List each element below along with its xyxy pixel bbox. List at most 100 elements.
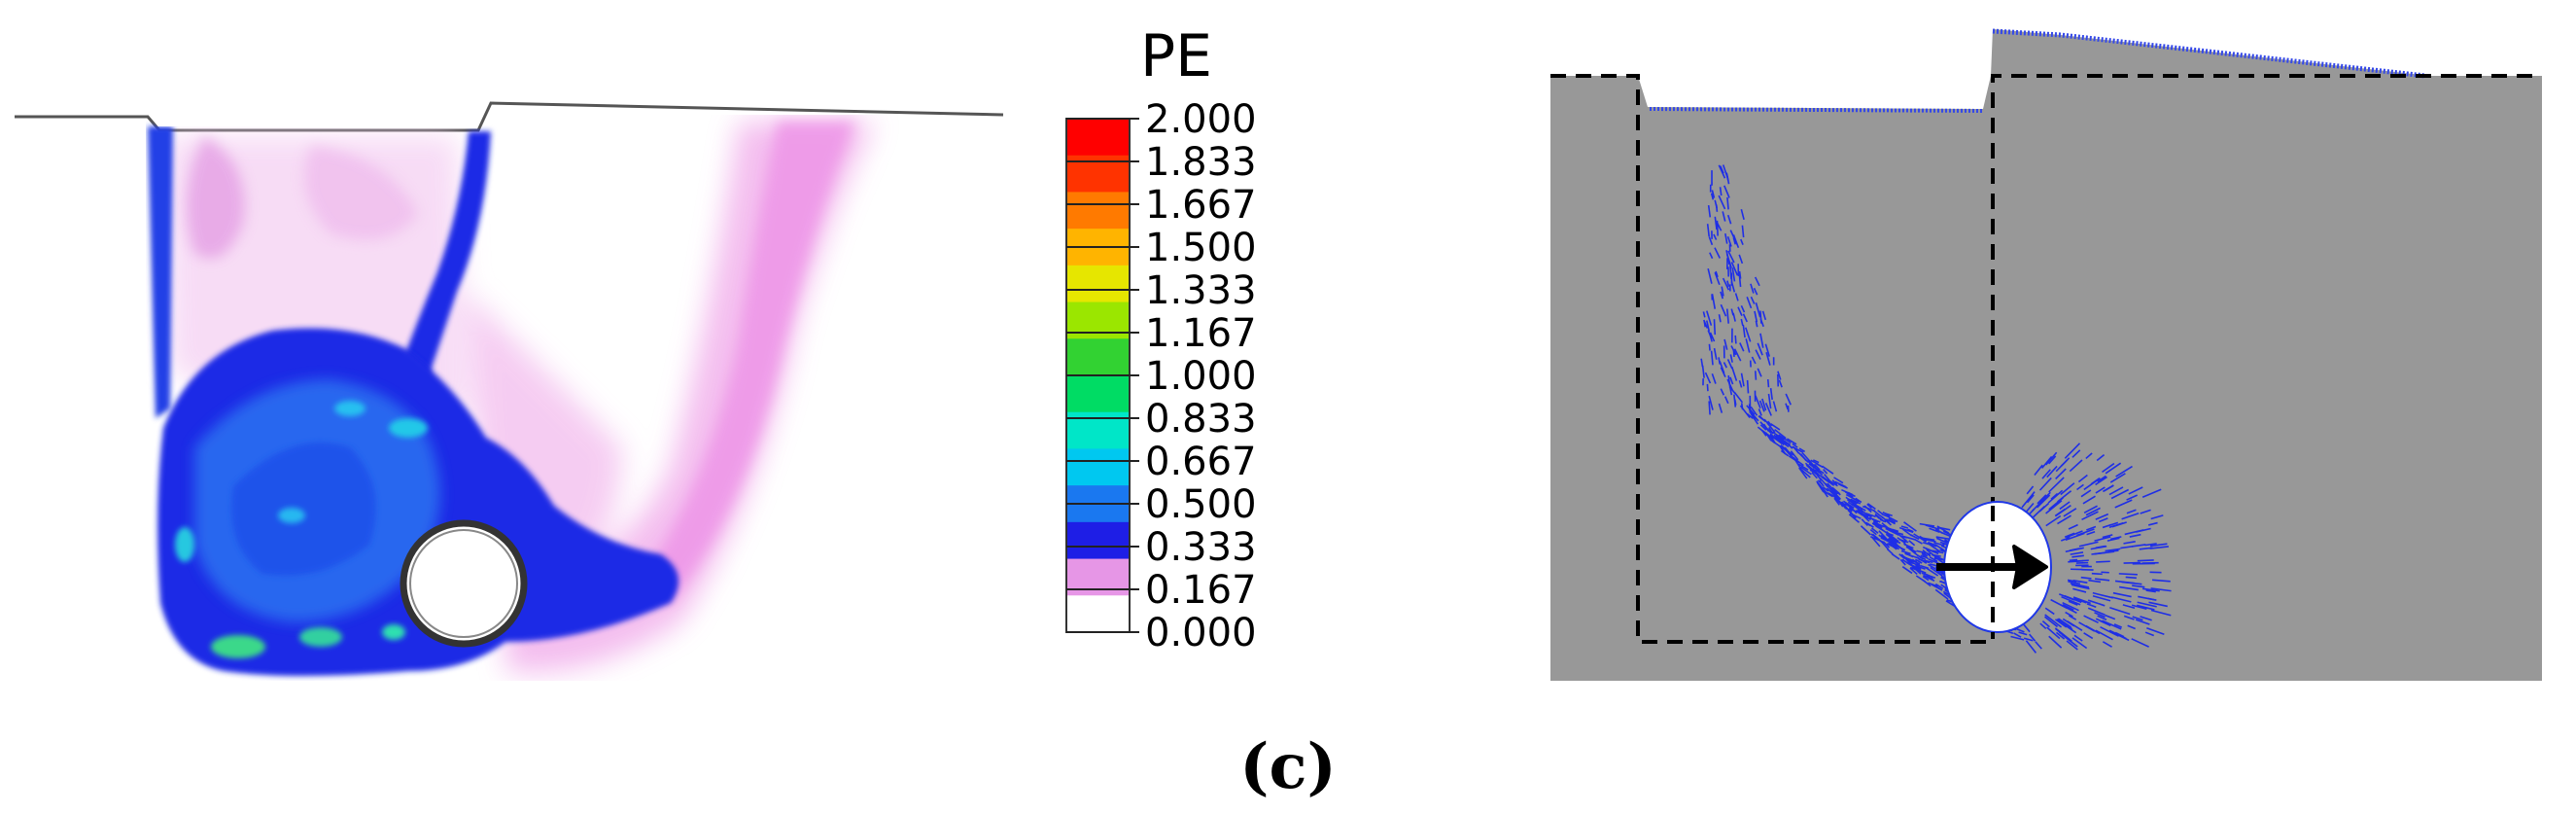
displacement-vector [2038,477,2052,491]
displacement-vector [1719,187,1723,196]
displacement-vector [2066,640,2078,651]
displacement-vector [2150,514,2164,520]
displacement-vector [1708,395,1714,410]
displacement-vector [1734,293,1739,301]
displacement-vector [1873,536,1881,541]
displacement-vector [2152,579,2171,583]
displacement-vector [2059,619,2072,629]
displacement-vector [1767,393,1772,409]
displacement-vector [1877,510,1884,515]
displacement-vector [2039,622,2047,630]
displacement-vector [2041,469,2051,479]
displacement-vector [2090,478,2101,485]
legend-swatch [1066,265,1130,303]
displacement-vector [2025,640,2037,654]
displacement-vector [1740,238,1744,245]
displacement-vector [2105,548,2121,552]
displacement-vector [1753,287,1758,296]
displacement-vector [1925,524,1940,530]
displacement-vector [2085,507,2101,516]
displacement-vector [1722,277,1730,291]
displacement-vector [1741,225,1745,238]
displacement-vector [1748,408,1758,419]
displacement-vector [1888,537,1901,545]
displacement-vector [2036,494,2047,505]
displacement-vector [2148,601,2168,608]
displacement-vector [1733,348,1742,362]
pipe [400,519,528,648]
displacement-vector [1900,549,1911,555]
displacement-vector [2062,618,2075,627]
displacement-vector [1706,224,1710,237]
displacement-vector [1799,453,1807,461]
displacement-vector [2070,583,2090,588]
displacement-vector [1878,530,1888,540]
displacement-vector [1766,428,1774,435]
displacement-vector [1739,405,1751,419]
displacement-vector [1703,319,1709,329]
legend-tick-label: 0.167 [1145,568,1257,613]
displacement-vector [1921,552,1930,560]
displacement-vector [1715,270,1719,278]
displacement-vector [1925,559,1933,564]
displacement-vector [1874,513,1881,520]
displacement-vector [1894,544,1906,551]
displacement-vector [1886,534,1899,543]
displacement-vector [1742,324,1746,338]
displacement-vector [1928,563,1938,571]
displacement-vector [1889,542,1900,550]
displacement-vector [1757,342,1763,356]
displacement-vector [1730,366,1738,381]
displacement-vector [1924,538,1936,543]
displacement-vector [1923,542,1937,548]
displacement-vector [2068,581,2081,585]
legend-swatch [1066,375,1130,413]
displacement-vector [1708,401,1711,415]
displacement-vector [1921,572,1936,579]
displacement-vector [2111,596,2132,603]
displacement-vector [1750,296,1756,304]
displacement-vector [2149,543,2168,548]
displacement-vector [2064,532,2075,538]
displacement-vector [1934,588,1949,600]
displacement-vector [1899,558,1906,566]
displacement-vector [2131,604,2147,610]
displacement-vector [2136,604,2155,611]
displacement-vector [2054,627,2072,642]
displacement-vector [2083,632,2094,640]
displacement-vector [1765,352,1771,366]
displacement-vector [2150,587,2172,592]
displacement-vector [1881,522,1892,531]
high-strain-zone [157,328,679,676]
displacement-vector [2077,474,2088,483]
displacement-vector [2095,629,2113,641]
displacement-vector [2071,637,2088,650]
displacement-vector [2106,537,2120,542]
displacement-vector [2108,629,2127,640]
displacement-vector [2094,536,2111,542]
displacement-vector [1823,474,1835,487]
displacement-vector [1718,357,1722,365]
displacement-vector [1778,379,1783,388]
displacement-vector [1816,463,1824,469]
displacement-vector [2147,521,2158,526]
displacement-vector [1706,383,1709,392]
legend-tick-label: 0.667 [1145,440,1257,484]
displacement-vector [2029,633,2036,642]
displacement-vector [1804,459,1818,468]
displacement-vector [1771,438,1776,444]
displacement-vector [1855,497,1862,503]
displacement-vector [1742,313,1748,323]
displacement-vector [1911,558,1921,566]
displacement-vector [1881,541,1890,550]
displacement-vector [1900,525,1908,529]
displacement-vector [1709,332,1716,342]
displacement-vector [2068,615,2077,620]
displacement-vector [1713,319,1717,336]
displacement-vector [1750,412,1759,425]
displacement-vector [1738,254,1744,265]
displacement-vector [1887,538,1897,545]
displacement-vector [1902,528,1913,537]
displacement-vector [1775,435,1785,446]
displacement-vector [2068,559,2084,563]
